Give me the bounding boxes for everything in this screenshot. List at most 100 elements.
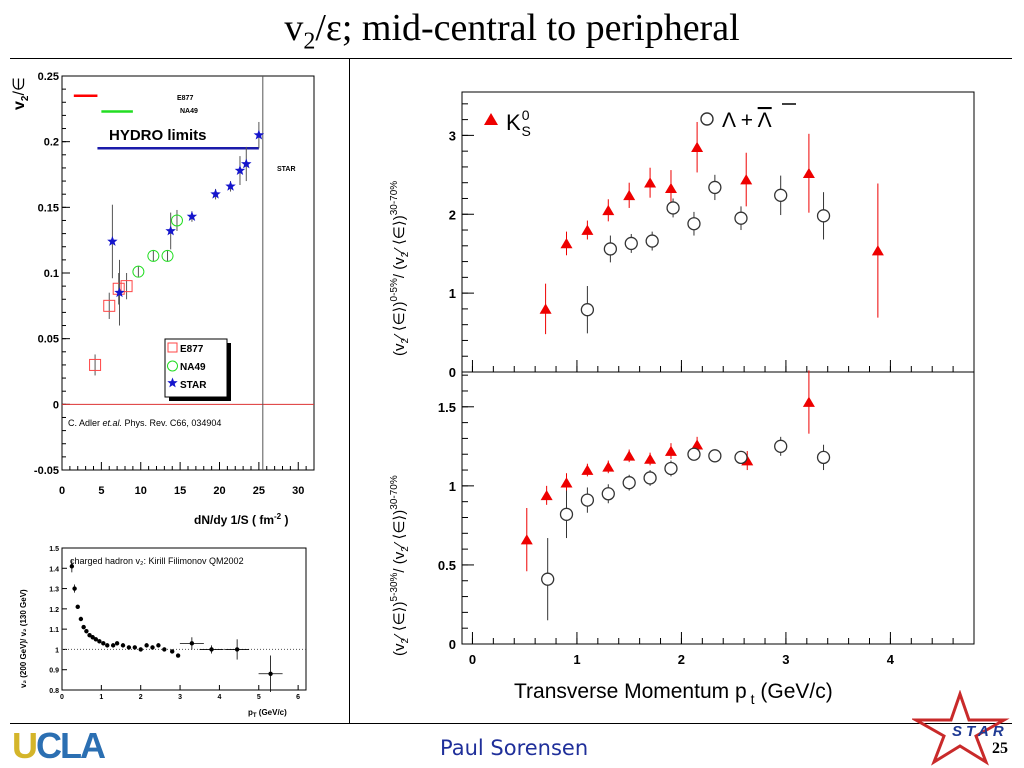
legend-label-na49: NA49 [180, 362, 206, 373]
y-tick-label: 0.1 [44, 268, 59, 280]
data-point [150, 645, 155, 650]
y-tick-label: 1 [55, 647, 59, 654]
x-tick-label: 3 [178, 694, 182, 701]
y-tick-label: 0.8 [49, 688, 59, 695]
y-tick-label: 1.2 [49, 607, 59, 614]
presenter-name: Paul Sorensen [440, 736, 589, 760]
v2-energy-ratio-chart: 0.8 0.9 1 1.1 1.2 1.3 1.4 1.5 0 1 2 3 4 5 6 charged ha… [19, 546, 307, 719]
data-point [644, 177, 657, 188]
y-tick-label: 1.1 [49, 627, 59, 634]
hydro-limits-label: HYDRO limits [109, 127, 207, 144]
title-rule [10, 58, 1012, 59]
data-point [81, 624, 86, 630]
data-point [138, 647, 143, 652]
data-point [664, 445, 677, 456]
limit-label-star: STAR [277, 166, 296, 173]
data-point [101, 641, 106, 646]
data-point [540, 489, 553, 501]
data-point [156, 643, 161, 648]
data-point [97, 639, 102, 644]
x-tick-label: 2 [139, 694, 143, 701]
y-tick-label: 0.05 [38, 334, 59, 346]
legend-label-e877: E877 [180, 344, 204, 355]
data-point [560, 238, 573, 249]
vertical-divider [349, 58, 350, 724]
x-tick-label: 1 [573, 652, 580, 667]
data-point [802, 396, 815, 407]
data-point [774, 439, 788, 453]
y-tick-label: 1.5 [438, 400, 456, 415]
data-point [691, 439, 704, 450]
data-point [241, 158, 252, 169]
data-point [580, 493, 595, 507]
data-point [268, 671, 273, 676]
data-point [69, 564, 75, 569]
data-point [84, 628, 89, 634]
legend: K0 S Λ + Λ [484, 103, 796, 139]
x-tick-label: 0 [469, 652, 476, 667]
data-point [687, 217, 701, 231]
data-point [114, 287, 125, 298]
slide-title: v2/ε; mid-central to peripheral [284, 7, 740, 55]
data-point [734, 450, 748, 465]
x-tick-label: 1 [99, 694, 103, 701]
data-point [816, 209, 831, 223]
data-point [87, 633, 92, 638]
y-tick-label: 1.3 [49, 587, 59, 594]
x-tick-label: 3 [782, 652, 789, 667]
data-point [72, 586, 77, 591]
ucla-logo: UCLA [12, 725, 106, 766]
data-point [175, 653, 181, 658]
data-point [802, 167, 815, 179]
data-point [816, 450, 831, 465]
data-point [581, 224, 594, 235]
x-tick-label: 5 [257, 694, 261, 701]
legend-triangle-marker [484, 113, 498, 125]
data-point [559, 507, 574, 521]
data-point [623, 189, 636, 201]
data-point [580, 303, 595, 317]
chart-annotation: charged hadron v₂: Kirill Filimonov QM20… [70, 556, 244, 566]
x-tick-label: 4 [887, 652, 895, 667]
x-tick-label: 15 [174, 485, 186, 497]
data-point [622, 476, 636, 490]
plot-frame [61, 547, 307, 691]
y-axis-label: v2/∈ [11, 77, 31, 110]
x-tick-label: 0 [59, 485, 65, 497]
data-point [602, 204, 615, 216]
data-point [603, 242, 618, 256]
y-tick-label: -0.05 [34, 465, 59, 477]
data-point [89, 358, 102, 371]
data-point [560, 477, 573, 488]
y-tick-label: 1 [449, 479, 456, 494]
data-point [734, 211, 748, 225]
x-tick-label: 0 [60, 694, 64, 701]
data-point [645, 234, 659, 248]
data-point [520, 534, 533, 545]
data-point [110, 643, 116, 648]
footer-rule [10, 723, 1012, 724]
top-plot-frame [461, 91, 975, 373]
page-number: 25 [992, 740, 1008, 757]
data-point [708, 449, 722, 463]
data-point [774, 188, 788, 202]
data-point [664, 461, 678, 476]
data-point [541, 572, 555, 586]
top-y-axis-label: (v2⁄ ⟨∈⟩)0-5%/ (v2⁄ ⟨∈⟩)30-70% [389, 181, 411, 356]
data-point [78, 616, 84, 622]
y-tick-label: 1 [449, 286, 456, 301]
data-point [624, 236, 638, 251]
x-tick-label: 2 [678, 652, 685, 667]
data-point [601, 487, 615, 501]
data-point [165, 225, 176, 236]
data-point [225, 180, 236, 191]
star-logo: STAR [912, 690, 1010, 766]
data-point [170, 214, 183, 227]
data-point [90, 635, 95, 640]
data-point [132, 265, 145, 278]
data-point [161, 249, 174, 262]
data-point [666, 201, 680, 215]
x-tick-label: 4 [217, 694, 221, 701]
